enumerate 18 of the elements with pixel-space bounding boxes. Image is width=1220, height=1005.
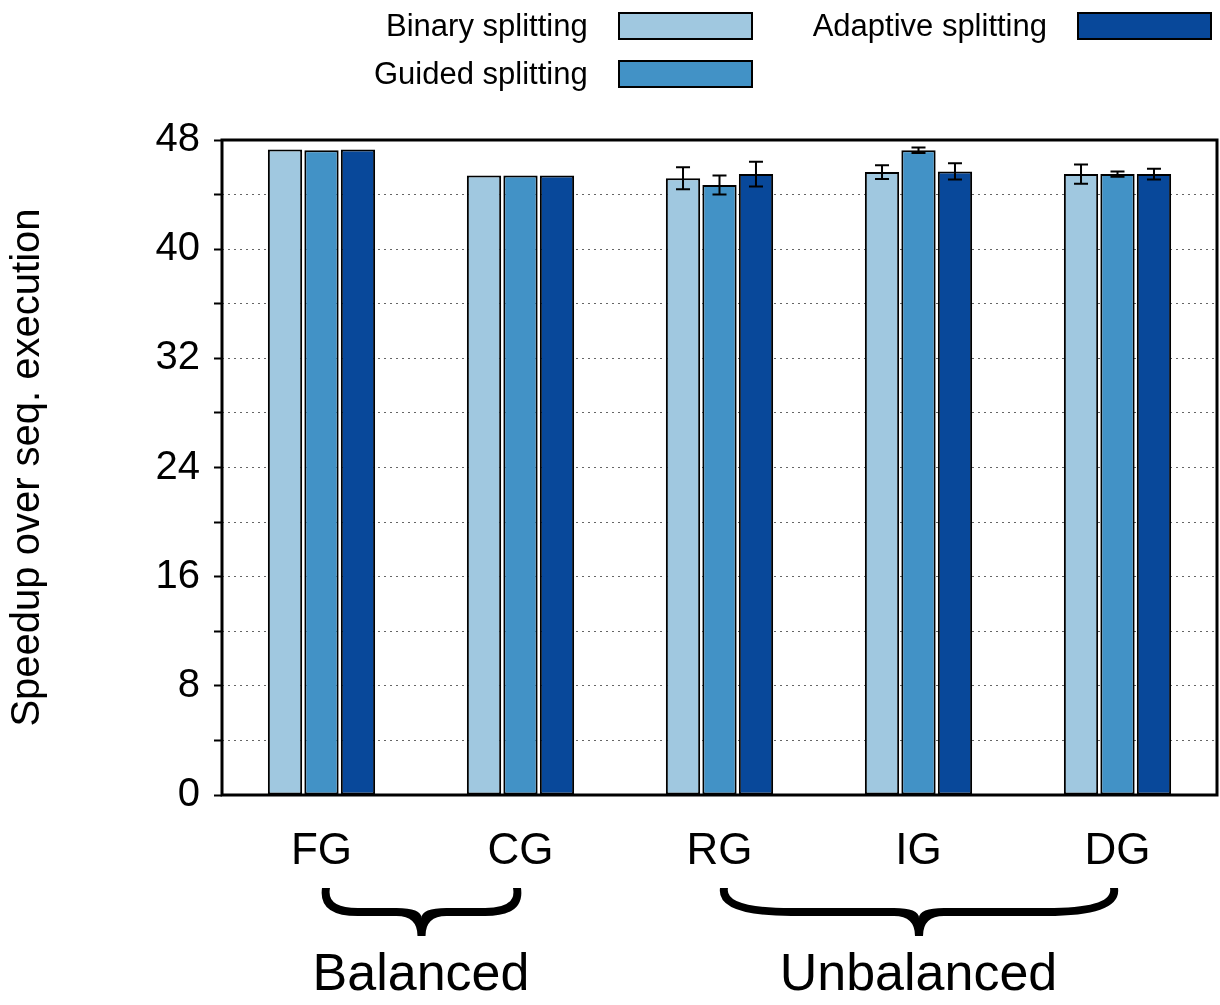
y-tick-label: 32 [155, 333, 200, 378]
x-tick-label: IG [895, 823, 942, 873]
x-tick-label: RG [686, 823, 753, 873]
text: Unbalanced [779, 942, 1058, 1002]
legend-label: Binary splitting [386, 8, 588, 44]
y-tick-label: 24 [155, 442, 200, 487]
legend-label: Adaptive splitting [812, 8, 1047, 44]
legend-label: Guided splitting [373, 56, 588, 92]
text: Balanced [312, 942, 530, 1002]
y-axis-title: Speedup over seq. execution [3, 208, 48, 727]
y-tick-label: 0 [177, 770, 200, 815]
x-tick-label: DG [1084, 823, 1151, 873]
x-tick-label: FG [290, 823, 353, 873]
y-tick-label: 8 [177, 660, 200, 705]
y-tick-label: 40 [155, 224, 200, 269]
y-tick-label: 48 [155, 115, 200, 160]
y-tick-label: 16 [155, 551, 200, 596]
x-tick-label: CG [487, 823, 554, 873]
